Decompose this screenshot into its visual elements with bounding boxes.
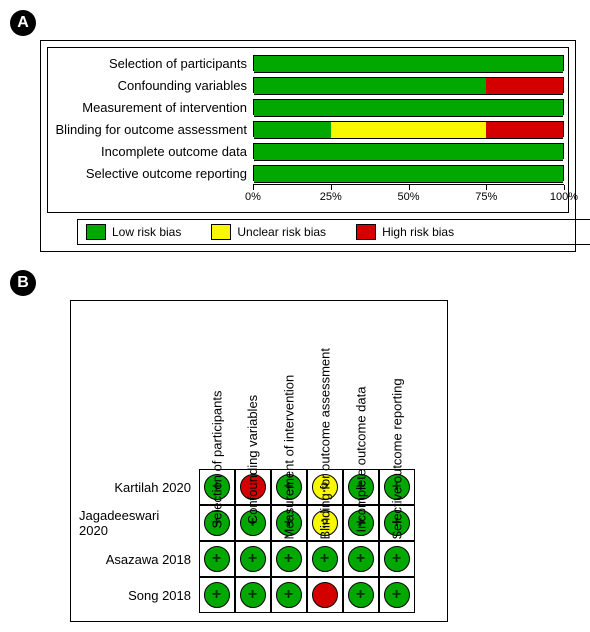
bar-label: Blinding for outcome assessment: [52, 122, 253, 137]
panel-a-outer-box: Selection of participants Confounding var…: [40, 40, 576, 252]
legend-item: Low risk bias: [86, 224, 181, 240]
bar-track: [253, 165, 564, 181]
grid-cell: +: [343, 541, 379, 577]
grid-cell: +: [235, 577, 271, 613]
bar-segment-high: [486, 77, 563, 95]
bar-track: [253, 99, 564, 115]
bar-segment-low: [254, 165, 563, 183]
axis-tick: [253, 185, 254, 190]
axis-tick-label: 25%: [320, 191, 342, 203]
risk-circle-green: +: [312, 546, 338, 572]
bar-label: Selective outcome reporting: [52, 166, 253, 181]
legend-label: High risk bias: [382, 225, 454, 239]
grid-cell: +: [235, 541, 271, 577]
risk-circle-red: [312, 582, 338, 608]
col-header: Incomplete outcome data: [343, 309, 379, 469]
axis-track: 0%25%50%75%100%: [253, 184, 564, 210]
legend-swatch: [356, 224, 376, 240]
legend-item: Unclear risk bias: [211, 224, 326, 240]
axis-tick: [331, 185, 332, 190]
risk-circle-green: +: [276, 546, 302, 572]
row-label: Jagadeeswari 2020: [79, 505, 199, 541]
legend-label: Low risk bias: [112, 225, 181, 239]
axis-tick-label: 100%: [550, 191, 578, 203]
risk-circle-green: +: [276, 582, 302, 608]
bar-segment-low: [254, 121, 331, 139]
grid-corner: [79, 309, 199, 469]
risk-circle-green: +: [384, 546, 410, 572]
col-header: Measurement of intervention: [271, 309, 307, 469]
risk-circle-green: +: [204, 582, 230, 608]
bar-label: Selection of participants: [52, 56, 253, 71]
axis-row: 0%25%50%75%100%: [52, 184, 564, 210]
grid-cell: +: [307, 541, 343, 577]
row-label: Kartilah 2020: [79, 469, 199, 505]
bar-segment-high: [486, 121, 563, 139]
col-header: Blinding for outcome assessment: [307, 309, 343, 469]
bar-segment-unclear: [331, 121, 486, 139]
grid-cell: +: [271, 541, 307, 577]
axis-tick-label: 75%: [475, 191, 497, 203]
legend-label: Unclear risk bias: [237, 225, 326, 239]
bar-label: Measurement of intervention: [52, 100, 253, 115]
panel-b-box: Selection of participantsConfounding var…: [70, 300, 448, 622]
risk-circle-green: +: [348, 582, 374, 608]
panel-a: A Selection of participants Confounding v…: [10, 10, 580, 252]
axis-tick-label: 50%: [397, 191, 419, 203]
bar-label: Confounding variables: [52, 78, 253, 93]
bar-segment-low: [254, 55, 563, 73]
risk-circle-green: +: [240, 582, 266, 608]
grid-cell: +: [379, 577, 415, 613]
bar-segment-low: [254, 77, 486, 95]
axis-tick: [486, 185, 487, 190]
grid-cell: +: [271, 577, 307, 613]
panel-a-chart: Selection of participants Confounding var…: [47, 47, 569, 213]
bar-segment-low: [254, 143, 563, 161]
bar-row: Selection of participants: [52, 52, 564, 74]
col-header: Selection of participants: [199, 309, 235, 469]
risk-circle-green: +: [384, 582, 410, 608]
grid-cell: +: [343, 577, 379, 613]
bar-track: [253, 55, 564, 71]
panel-b-badge: B: [10, 270, 36, 296]
grid-cell: +: [199, 577, 235, 613]
risk-circle-green: +: [204, 546, 230, 572]
panel-a-badge: A: [10, 10, 36, 36]
legend: Low risk bias Unclear risk bias High risk …: [77, 219, 590, 245]
bar-track: [253, 77, 564, 93]
col-header: Selective outcome reporting: [379, 309, 415, 469]
axis-tick-label: 0%: [245, 191, 261, 203]
bar-label: Incomplete outcome data: [52, 144, 253, 159]
panel-b: B Selection of participantsConfounding v…: [10, 270, 580, 622]
legend-swatch: [211, 224, 231, 240]
grid-cell: [307, 577, 343, 613]
bar-row: Selective outcome reporting: [52, 162, 564, 184]
grid-cell: +: [379, 541, 415, 577]
bar-row: Measurement of intervention: [52, 96, 564, 118]
bar-track: [253, 143, 564, 159]
legend-swatch: [86, 224, 106, 240]
col-header: Confounding variables: [235, 309, 271, 469]
risk-circle-green: +: [240, 546, 266, 572]
bar-row: Confounding variables: [52, 74, 564, 96]
axis-tick: [409, 185, 410, 190]
axis-tick: [564, 185, 565, 190]
row-label: Song 2018: [79, 577, 199, 613]
bar-segment-low: [254, 99, 563, 117]
bar-row: Blinding for outcome assessment: [52, 118, 564, 140]
legend-item: High risk bias: [356, 224, 454, 240]
grid-cell: +: [199, 541, 235, 577]
bar-track: [253, 121, 564, 137]
risk-circle-green: +: [348, 546, 374, 572]
row-label: Asazawa 2018: [79, 541, 199, 577]
bar-row: Incomplete outcome data: [52, 140, 564, 162]
panel-b-grid: Selection of participantsConfounding var…: [79, 309, 439, 613]
